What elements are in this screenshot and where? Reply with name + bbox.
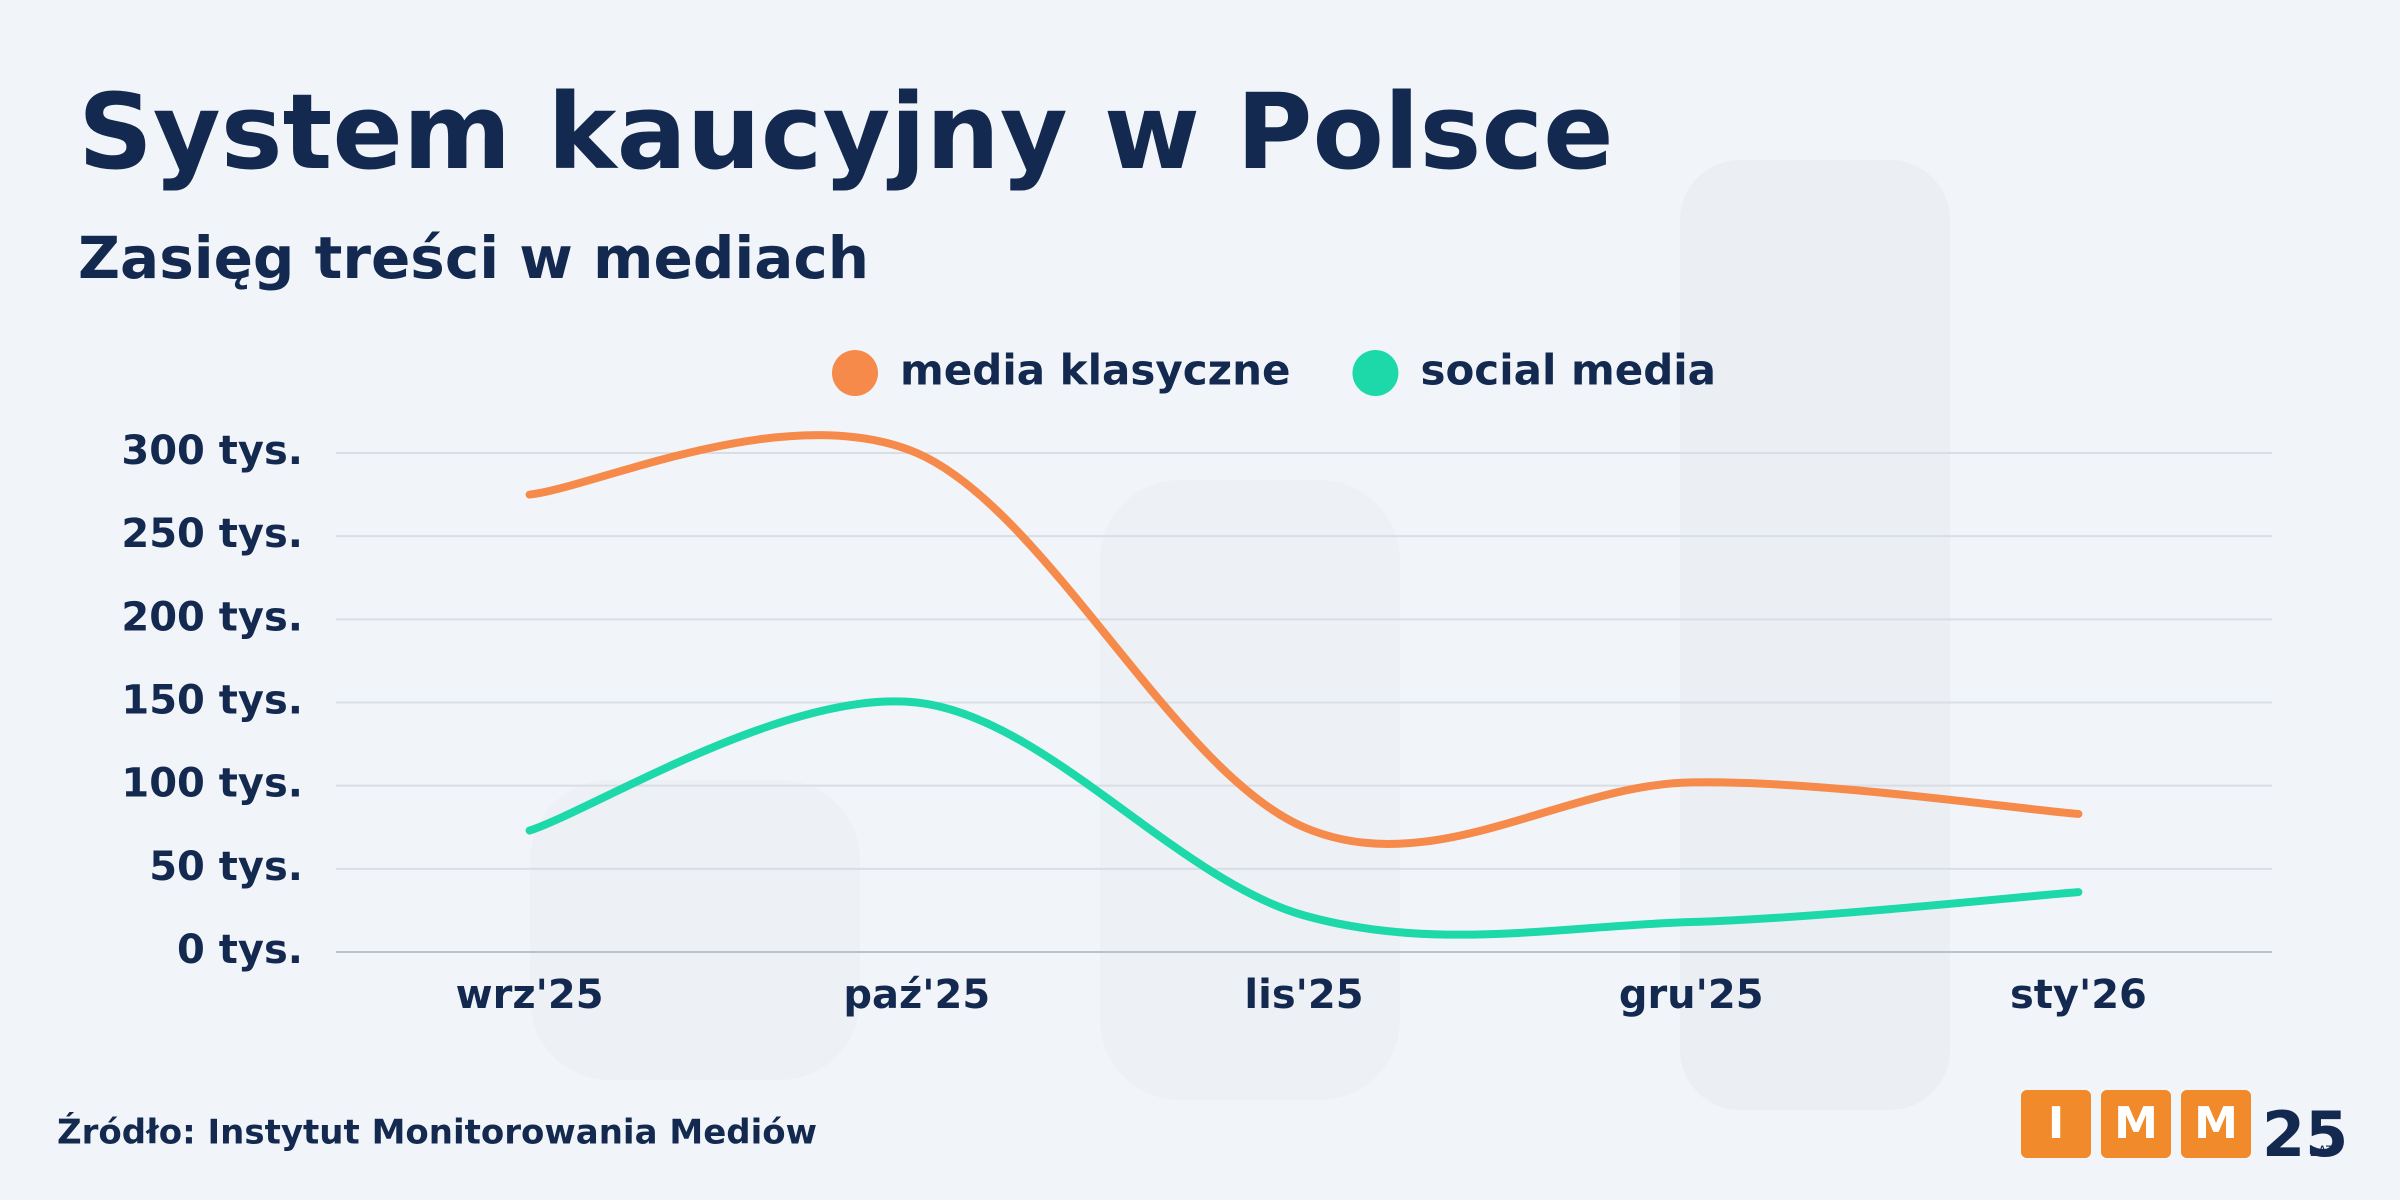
x-tick-label: paź'25 [843,972,990,1018]
y-tick-label: 200 tys. [121,594,303,640]
y-tick-label: 250 tys. [121,511,303,557]
series-line [525,431,2083,848]
y-tick-label: 150 tys. [121,678,303,724]
x-tick-label: sty'26 [2010,972,2147,1018]
y-tick-label: 300 tys. [121,428,303,474]
logo-box [2181,1090,2251,1158]
logo-box [2101,1090,2171,1158]
chart-subtitle: Zasięg treści w mediach [78,224,869,292]
x-tick-label: lis'25 [1244,972,1363,1018]
logo-letter: I [2048,1098,2064,1149]
legend-marker [832,350,878,396]
y-tick-label: 0 tys. [177,927,303,973]
x-tick-label: gru'25 [1619,972,1764,1018]
logo-letter: M [2114,1098,2158,1149]
logo-box [2021,1090,2091,1158]
y-tick-label: 50 tys. [149,844,303,890]
x-tick-label: wrz'25 [456,972,604,1018]
logo-label: LAT [2309,1144,2335,1160]
legend-marker [1352,350,1399,396]
series-line [525,697,2083,939]
logo-years: 25 [2262,1098,2348,1171]
legend-label: social media [1420,346,1716,395]
y-tick-label: 100 tys. [121,761,303,807]
legend-label: media klasyczne [900,346,1290,395]
source: Źródło: Instytut Monitorowania Mediów [57,1112,817,1153]
chart-title: System kaucyjny w Polsce [78,71,1614,193]
bottle-decoration [530,160,1950,1110]
logo-letter: M [2194,1098,2238,1149]
